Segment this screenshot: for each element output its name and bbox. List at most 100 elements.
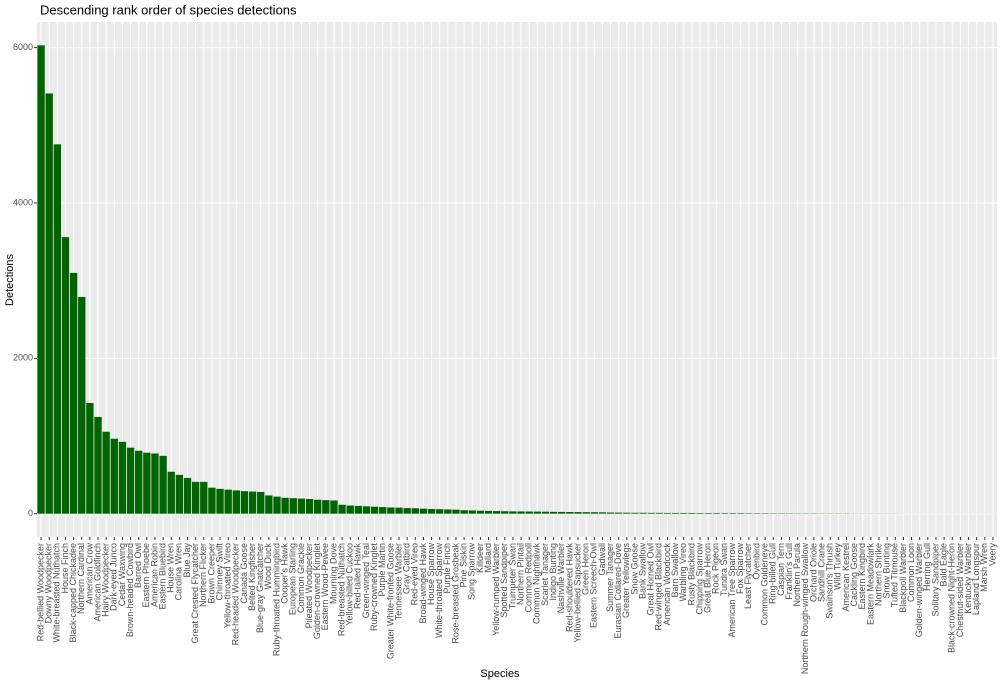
x-tick-label: Green-winged Teal [361, 543, 371, 618]
x-tick-label: Tundra Swan [719, 543, 729, 596]
x-tick-label: American Kestrel [841, 543, 851, 612]
x-tick-label: Franklin's Gull [784, 543, 794, 600]
x-tick-label: Least Flycatcher [743, 543, 753, 609]
bar [118, 441, 127, 514]
x-tick-label: Northern Pintail [515, 543, 525, 605]
x-tick-label: Snow Goose [629, 543, 639, 595]
bar [566, 511, 574, 514]
bar [631, 512, 639, 514]
bar [501, 511, 509, 514]
bar [680, 512, 688, 514]
bar [330, 500, 338, 514]
x-tick-label: Pine Siskin [458, 543, 468, 588]
x-tick-label: Eastern Kingbird [857, 543, 867, 610]
bar [257, 491, 265, 514]
bar [102, 431, 110, 514]
bar [558, 511, 566, 514]
x-tick-label: Lapland Longspur [971, 543, 981, 615]
bar [200, 481, 208, 514]
bar [273, 496, 281, 514]
x-tick-label: Rock Pigeon [711, 543, 721, 594]
x-tick-label: Rose-breasted Grosbeak [450, 543, 460, 644]
bar [493, 511, 501, 514]
bar [720, 513, 729, 514]
x-tick-label: Cooper's Hawk [280, 543, 290, 604]
x-tick-label: House Wren [166, 543, 176, 593]
x-tick-label: Eastern Wood-Pewee [320, 543, 330, 630]
x-tick-label: Red-headed Woodpecker [231, 543, 241, 645]
bar [639, 512, 647, 514]
x-tick-label: Cedar Waxwing [117, 543, 127, 606]
bar [444, 509, 452, 514]
x-tick-label: Common Nighthawk [532, 543, 542, 625]
x-tick-label: European Starling [288, 543, 298, 615]
bar [533, 511, 541, 514]
x-tick-label: Scarlet Tanager [540, 543, 550, 606]
x-tick-label: Gray Catbird [402, 543, 412, 594]
y-axis-label: Detections [4, 254, 16, 306]
x-tick-label: Song Sparrow [467, 543, 477, 601]
bar [61, 237, 70, 514]
bar [598, 512, 607, 514]
x-tick-label: American Tree Sparrow [727, 543, 737, 638]
x-tick-label: Kentucky Warbler [963, 543, 973, 614]
plot-panel [37, 22, 997, 537]
x-tick-label: Solitary Sandpiper [930, 543, 940, 617]
x-tick-label: Chipping Sparrow [694, 543, 704, 615]
bar [655, 512, 664, 514]
x-tick-label: Barred Owl [133, 543, 143, 588]
x-tick-label: Northern Parula [792, 543, 802, 607]
x-tick-label: Yellow-billed Cuckoo [345, 543, 355, 626]
bar [322, 500, 330, 514]
x-tick-label: Eastern Meadowlark [865, 543, 875, 626]
x-tick-label: Purple Finch [442, 543, 452, 594]
x-tick-label: Bald Eagle [938, 543, 948, 587]
x-tick-label: Dark-eyed Junco [109, 543, 119, 611]
bar [159, 455, 167, 514]
bar [460, 510, 468, 514]
x-tick-label: Greater White-fronted Goose [385, 543, 395, 659]
x-tick-label: Black-capped Chickadee [68, 543, 78, 643]
bar [338, 504, 346, 514]
x-tick-label: Purple Martin [377, 543, 387, 597]
x-tick-label: Trumpeter Swan [507, 543, 517, 609]
x-tick-label: Chestnut-sided Warbler [955, 543, 965, 637]
x-tick-label: Herring Gull [922, 543, 932, 591]
x-tick-label: Gadwall [597, 543, 607, 576]
bar [78, 296, 86, 514]
bar [314, 499, 322, 514]
x-tick-label: Common Redpoll [524, 543, 534, 613]
chart-title: Descending rank order of species detecti… [40, 2, 297, 17]
bar [606, 512, 615, 514]
bar [248, 491, 257, 514]
x-tick-label: American Goldfinch [92, 543, 102, 622]
x-tick-label: House Finch [60, 543, 70, 594]
bar [623, 512, 631, 514]
x-tick-label: Downy Woodpecker [44, 543, 54, 623]
x-tick-label: Wood Duck [263, 543, 273, 590]
x-tick-label: Veery [987, 543, 997, 567]
bar [191, 481, 200, 514]
x-tick-label: Northern Shrike [873, 543, 883, 606]
bar [696, 513, 704, 514]
x-tick-label: Spotted Sandpiper [499, 543, 509, 618]
bar [135, 450, 143, 514]
x-tick-label: Killdeer [475, 543, 485, 573]
bar [387, 507, 395, 514]
x-tick-label: Golden-crowned Kinglet [312, 543, 322, 640]
bar [37, 45, 45, 514]
bar [110, 438, 118, 514]
x-tick-label: Northern Cardinal [76, 543, 86, 614]
bar [436, 509, 444, 514]
bar [541, 511, 550, 514]
x-tick-label: White-throated Sparrow [434, 543, 444, 639]
x-tick-label: Common Goldeneye [760, 543, 770, 626]
x-tick-label: Wild Turkey [833, 543, 843, 591]
x-tick-label: Red-bellied Woodpecker [35, 543, 45, 641]
bar [208, 487, 216, 514]
x-tick-label: Belted Kingfisher [247, 543, 257, 611]
x-tick-label: American Robin [149, 543, 159, 607]
x-tick-label: Indigo Bunting [548, 543, 558, 601]
bar [403, 508, 411, 514]
